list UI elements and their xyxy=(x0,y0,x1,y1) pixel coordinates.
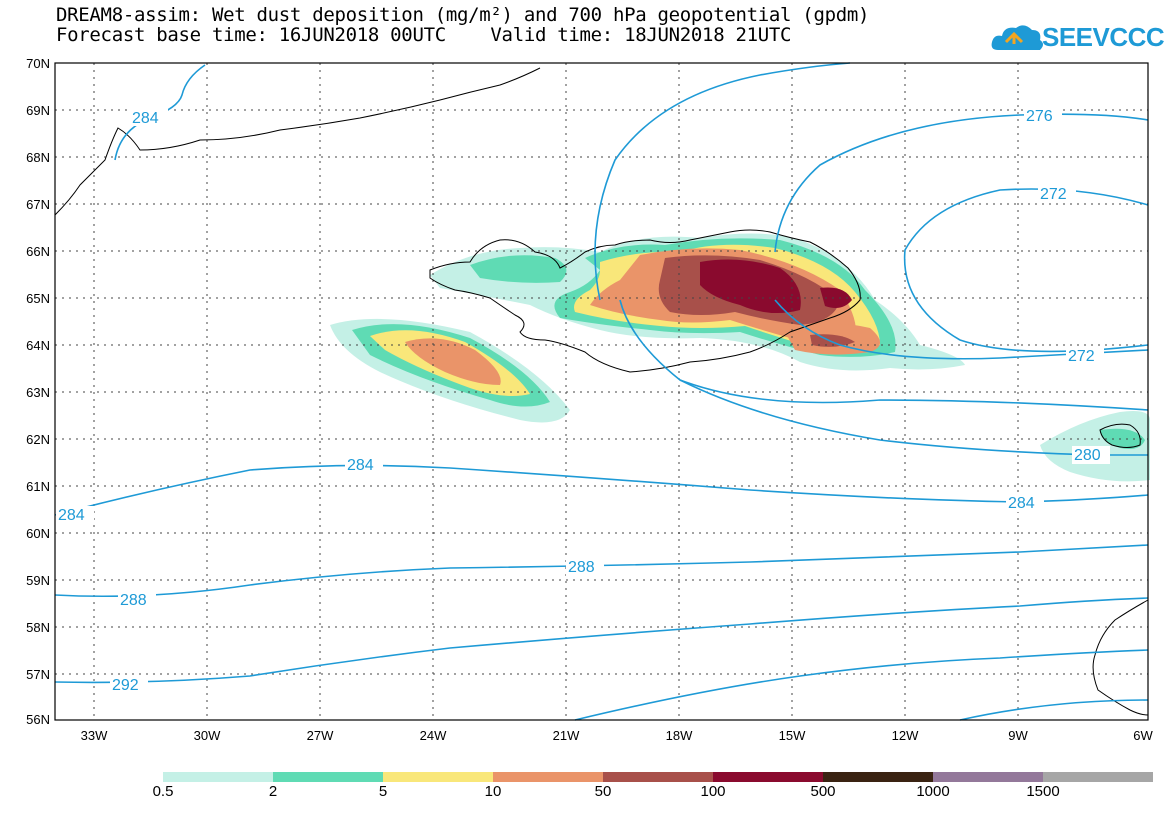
lon-label: 30W xyxy=(193,728,221,743)
contour-label: 284 xyxy=(58,507,85,524)
colorbar-segment xyxy=(383,772,493,782)
lat-label: 67N xyxy=(26,197,50,212)
map-frame xyxy=(54,62,1149,721)
contour-label: 284 xyxy=(1008,495,1035,512)
colorbar-label: 2 xyxy=(268,783,278,800)
colorbar-label: 0.5 xyxy=(152,783,174,800)
contour-label: 288 xyxy=(120,592,147,609)
lat-label: 60N xyxy=(26,526,50,541)
colorbar-segment xyxy=(493,772,603,782)
contour-label: 292 xyxy=(112,677,139,694)
contour-label: 272 xyxy=(1068,348,1095,365)
contour-280 xyxy=(679,379,1148,456)
lat-label: 61N xyxy=(26,479,50,494)
contour-284-greenland xyxy=(114,64,206,161)
contour-label: 280 xyxy=(1074,447,1101,464)
colorbar-label: 10 xyxy=(484,783,502,800)
lat-label: 59N xyxy=(26,573,50,588)
logo-text: SEEVCCC xyxy=(1042,22,1165,52)
lon-label: 9W xyxy=(1008,728,1028,743)
colorbar-label: 500 xyxy=(810,783,836,800)
map-gridlines xyxy=(55,63,1148,720)
coast-greenland xyxy=(54,67,541,216)
colorbar-label: 100 xyxy=(700,783,726,800)
colorbar-label: 1500 xyxy=(1026,783,1060,800)
lat-label: 57N xyxy=(26,667,50,682)
colorbar-label: 5 xyxy=(378,783,388,800)
map-title-line1: DREAM8-assim: Wet dust deposition (mg/m²… xyxy=(56,4,870,26)
colorbar-segment xyxy=(1043,772,1153,782)
lat-label: 64N xyxy=(26,338,50,353)
colorbar-label: 50 xyxy=(594,783,612,800)
lat-label: 62N xyxy=(26,432,50,447)
lon-label: 15W xyxy=(778,728,806,743)
colorbar-segment xyxy=(823,772,933,782)
coastlines xyxy=(54,67,1149,716)
contour-272 xyxy=(903,188,1149,353)
colorbar-segment xyxy=(273,772,383,782)
contour-label: 276 xyxy=(1026,108,1053,125)
contour-284-mid xyxy=(54,464,1149,516)
lon-label: 27W xyxy=(306,728,334,743)
contour-label: 284 xyxy=(132,110,159,127)
coast-faroes xyxy=(1099,423,1141,448)
lat-label: 65N xyxy=(26,291,50,306)
lat-label: 56N xyxy=(26,712,50,727)
colorbar-segment xyxy=(163,772,273,782)
colorbar-segment xyxy=(603,772,713,782)
map-title-line2: Forecast base time: 16JUN2018 00UTC Vali… xyxy=(56,24,792,46)
lat-label: 69N xyxy=(26,103,50,118)
lon-label: 33W xyxy=(80,728,108,743)
lon-label: 21W xyxy=(552,728,580,743)
contour-label: 284 xyxy=(347,457,374,474)
contour-292 xyxy=(54,597,1149,684)
colorbar-label: 1000 xyxy=(916,783,950,800)
dust-shading xyxy=(330,233,1150,482)
lon-label: 18W xyxy=(665,728,693,743)
contour-label: 288 xyxy=(568,559,595,576)
contour-label: 272 xyxy=(1040,186,1067,203)
lon-label: 24W xyxy=(419,728,447,743)
colorbar-segment xyxy=(933,772,1043,782)
seevccc-cloud-icon xyxy=(991,25,1043,50)
colorbar-segment xyxy=(713,772,823,782)
lat-label: 70N xyxy=(26,56,50,71)
coast-scotland xyxy=(1092,599,1149,716)
lat-label: 58N xyxy=(26,620,50,635)
contour-276 xyxy=(594,62,1149,411)
lon-label: 12W xyxy=(891,728,919,743)
lat-label: 63N xyxy=(26,385,50,400)
lon-label: 6W xyxy=(1133,728,1153,743)
coast-iceland xyxy=(429,229,861,373)
lat-label: 66N xyxy=(26,244,50,259)
lat-label: 68N xyxy=(26,150,50,165)
